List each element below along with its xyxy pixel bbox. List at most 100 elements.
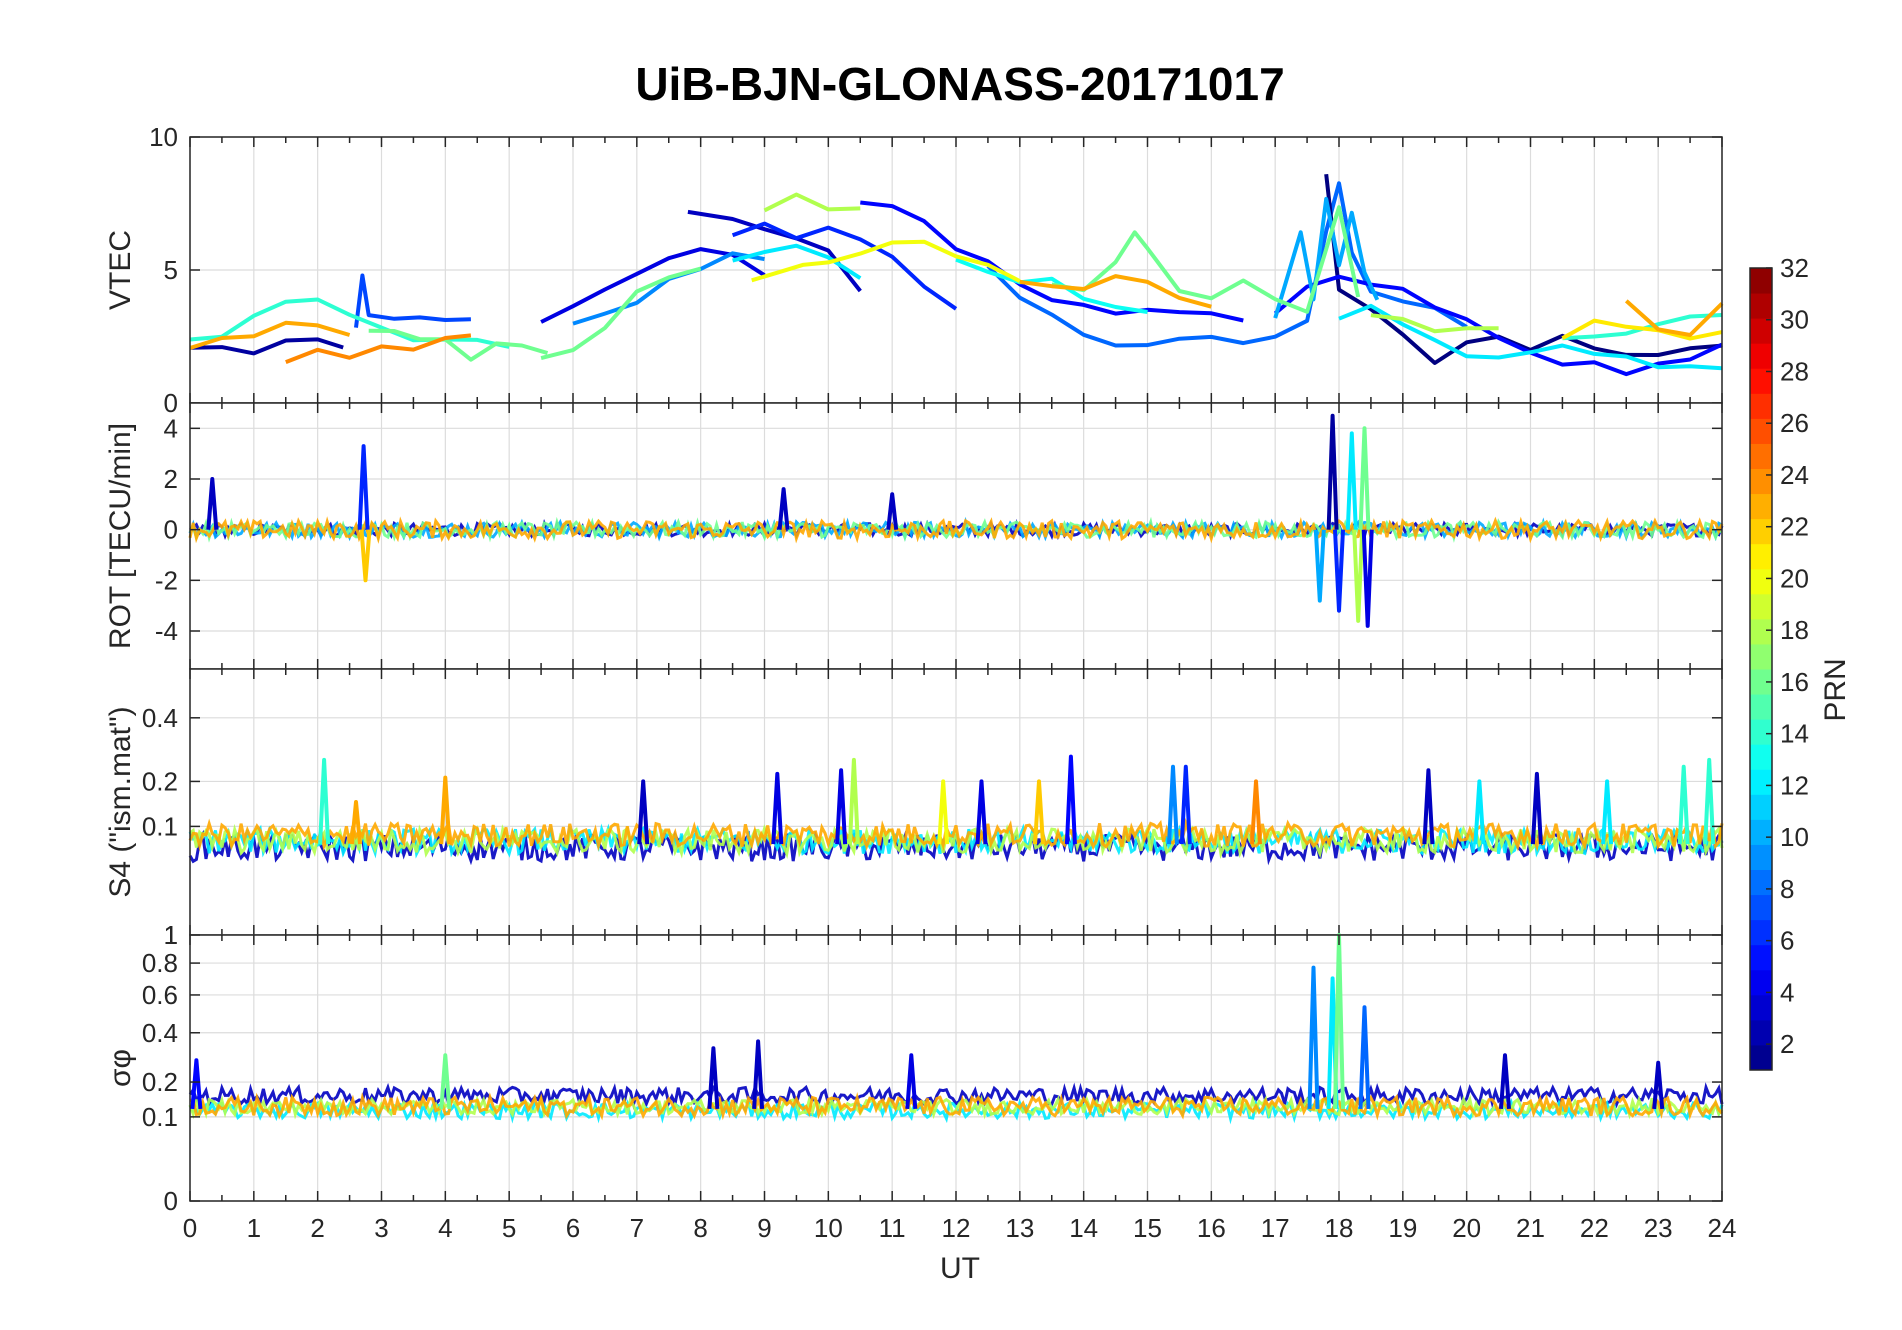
colorbar-tick-label: 26	[1780, 408, 1809, 438]
x-tick-label: 17	[1261, 1213, 1290, 1243]
spike-prn6	[1333, 529, 1345, 613]
y-tick-label: -4	[155, 616, 178, 646]
spike-prn14	[318, 757, 331, 845]
series-line-prn21	[1561, 318, 1723, 341]
y-tick-label: 0.8	[142, 948, 178, 978]
x-tick-label: 21	[1516, 1213, 1545, 1243]
spike-prn16	[439, 1053, 452, 1110]
y-axis-label-sigma: σφ	[104, 1049, 137, 1087]
spike-prn4	[1361, 529, 1374, 628]
spike-prn5	[190, 1058, 203, 1110]
series-line-prn20	[751, 239, 1021, 283]
colorbar-tick-label: 24	[1780, 460, 1809, 490]
colorbar-swatch	[1750, 568, 1772, 595]
y-axis-label-rot: ROT [TECU/min]	[104, 423, 137, 649]
x-tick-label: 1	[247, 1213, 261, 1243]
x-tick-labels: 0 1 2 3 4 5 6 7 8 9 10 11 12 13 14 15 16 17 18 19 20 21 22 23 24	[183, 1213, 1737, 1243]
colorbar-swatch	[1750, 769, 1772, 795]
x-tick-label: 0	[183, 1213, 197, 1243]
series-line-prn6	[731, 221, 958, 311]
colorbar-swatch	[1750, 694, 1772, 720]
x-tick-label: 3	[374, 1213, 388, 1243]
spike-prn20	[937, 779, 950, 845]
y-axis-label-vtec: VTEC	[104, 230, 137, 310]
colorbar-swatch	[1750, 894, 1772, 921]
series-group-rot	[188, 413, 1724, 628]
panel-vtec: 0 5 10 VTEC	[104, 122, 1724, 418]
x-tick-label: 9	[757, 1213, 771, 1243]
noise-series-prn23	[188, 817, 1724, 853]
colorbar-tick-label: 20	[1780, 563, 1809, 593]
colorbar-swatch	[1750, 343, 1772, 369]
y-tick-label: 0	[164, 1186, 178, 1216]
spike-prn9	[1167, 764, 1179, 845]
x-tick-label: 12	[942, 1213, 971, 1243]
spike-prn5	[1064, 754, 1077, 845]
x-axis-label: UT	[940, 1252, 980, 1285]
colorbar-swatch	[1750, 1019, 1772, 1046]
colorbar-swatch	[1750, 593, 1772, 620]
y-tick-label: 0	[164, 515, 178, 545]
colorbar-tick-label: 22	[1780, 512, 1809, 542]
colorbar-tick-label: 4	[1780, 977, 1794, 1007]
x-tick-label: 7	[630, 1213, 644, 1243]
spike-prn4	[975, 779, 988, 845]
spike-prn10	[1313, 529, 1326, 603]
y-tick-label: 1	[164, 920, 178, 950]
colorbar-frame	[1749, 267, 1773, 1071]
colorbar-tick-label: 10	[1780, 822, 1809, 852]
spike-prn4	[771, 771, 784, 845]
colorbar-swatch	[1750, 944, 1772, 971]
spike-prn18	[847, 757, 860, 845]
colorbar-swatch	[1750, 844, 1772, 870]
y-tick-label: 0.2	[142, 1067, 178, 1097]
spike-prn18	[1352, 529, 1365, 623]
colorbar-swatch	[1750, 418, 1772, 444]
y-tick-label: 0.4	[142, 703, 178, 733]
colorbar-tick-label: 30	[1780, 305, 1809, 335]
x-tick-label: 5	[502, 1213, 516, 1243]
x-tick-label: 13	[1005, 1213, 1034, 1243]
spike-prn4	[835, 768, 848, 845]
spike-prn3	[707, 1046, 720, 1110]
colorbar-swatch	[1750, 468, 1772, 495]
y-axis-label-s4: S4 ("ism.mat")	[104, 706, 137, 897]
colorbar-swatch	[1750, 368, 1772, 394]
spike-prn23	[350, 800, 362, 845]
series-line-prn24	[285, 333, 472, 364]
x-tick-label: 15	[1133, 1213, 1162, 1243]
y-tick-label: 0.6	[142, 980, 178, 1010]
spike-prn3	[1499, 1053, 1511, 1110]
panel-s4: 0.1 0.2 0.4 1 S4 ("ism.mat")	[104, 668, 1724, 950]
y-tick-label: 5	[164, 255, 178, 285]
colorbar-swatch	[1750, 669, 1772, 695]
series-line-prn16	[368, 328, 549, 362]
colorbar-label: PRN	[1819, 658, 1852, 721]
colorbar-tick-label: 8	[1780, 874, 1794, 904]
colorbar-swatch	[1750, 794, 1772, 820]
spike-prn3	[777, 487, 790, 530]
spike-prn12	[1473, 779, 1486, 845]
series-line-prn23	[1624, 299, 1724, 337]
series-line-prn12	[1338, 303, 1723, 371]
colorbar-swatch	[1750, 293, 1772, 319]
colorbar-tick-label: 14	[1780, 719, 1809, 749]
spike-prn23	[439, 775, 452, 845]
series-line-prn23	[1019, 274, 1212, 309]
colorbar-swatch	[1750, 869, 1772, 896]
colorbar-swatch	[1750, 268, 1772, 294]
colorbar-swatch	[1750, 719, 1772, 745]
spike-prn6	[357, 444, 370, 530]
spike-prn24	[1250, 779, 1262, 845]
spike-prn22	[1033, 779, 1045, 845]
y-tick-label: 1	[164, 920, 178, 950]
series-line-prn5	[860, 200, 1244, 323]
colorbar-tick-label: 28	[1780, 356, 1809, 386]
series-line-prn18	[763, 192, 861, 213]
y-tick-label: -2	[155, 565, 178, 595]
colorbar-swatch	[1750, 518, 1772, 545]
noise-series-prn23	[189, 1091, 1724, 1121]
